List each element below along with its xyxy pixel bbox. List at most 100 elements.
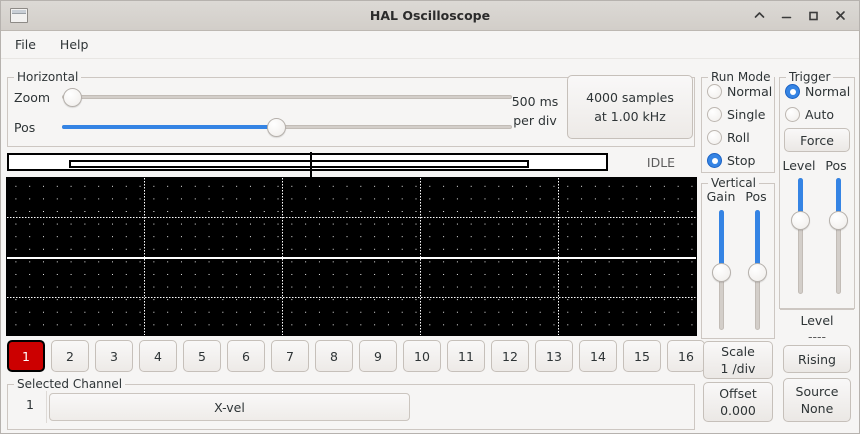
vertical-pos-fill: [754, 210, 760, 272]
window-title: HAL Oscilloscope: [369, 8, 491, 23]
vertical-pos-handle[interactable]: [747, 262, 767, 282]
radio-icon-selected: [785, 84, 800, 99]
trigger-force-button[interactable]: Force: [784, 128, 850, 152]
trigger-level-slider[interactable]: [790, 178, 810, 294]
channel-button-11[interactable]: 11: [447, 340, 485, 372]
sample-rate: at 1.00 kHz: [594, 109, 666, 124]
radio-icon-selected: [707, 153, 722, 168]
vertical-gain-slider[interactable]: [711, 210, 731, 330]
zoom-slider-track: [62, 95, 512, 99]
radio-icon: [707, 84, 722, 99]
zoom-slider-row: Zoom: [14, 87, 514, 107]
channel-button-4[interactable]: 4: [139, 340, 177, 372]
channel-button-5[interactable]: 5: [183, 340, 221, 372]
channel-button-6[interactable]: 6: [227, 340, 265, 372]
selected-channel-divider: [46, 391, 47, 423]
zoom-slider-handle[interactable]: [62, 87, 82, 107]
run-mode-legend: Run Mode: [708, 70, 774, 84]
radio-icon: [707, 130, 722, 145]
channel-button-15[interactable]: 15: [623, 340, 661, 372]
trigger-divider: [780, 309, 854, 310]
minimize-icon[interactable]: [779, 9, 793, 23]
horizontal-legend: Horizontal: [14, 70, 82, 84]
zoom-slider[interactable]: [62, 87, 512, 107]
sample-rate-button[interactable]: 4000 samples at 1.00 kHz: [567, 75, 693, 139]
vertical-offset-button[interactable]: Offset 0.000: [703, 382, 773, 422]
trigger-pos-handle[interactable]: [828, 210, 848, 230]
run-mode-stop-label: Stop: [727, 153, 756, 168]
trigger-level-fill: [797, 178, 803, 220]
maximize-icon[interactable]: [806, 9, 820, 23]
vertical-pos-label: Pos: [745, 189, 767, 204]
vertical-offset-value: 0.000: [720, 403, 756, 418]
channel-button-3[interactable]: 3: [95, 340, 133, 372]
timebase-value: 500 ms: [511, 94, 559, 109]
window-controls: [752, 9, 859, 23]
channel-button-7[interactable]: 7: [271, 340, 309, 372]
run-mode-stop[interactable]: Stop: [707, 153, 755, 168]
shade-icon[interactable]: [752, 9, 766, 23]
scope-grid-vline: [282, 178, 283, 335]
signal-source-button[interactable]: X-vel: [49, 393, 410, 421]
selected-channel-panel: Selected Channel 1 X-vel: [7, 377, 695, 430]
channel-button-10[interactable]: 10: [403, 340, 441, 372]
channel-button-14[interactable]: 14: [579, 340, 617, 372]
run-mode-normal-label: Normal: [727, 84, 773, 99]
trigger-level-handle[interactable]: [790, 210, 810, 230]
scope-grid-vline: [144, 178, 145, 335]
trigger-edge-button[interactable]: Rising: [783, 345, 851, 373]
horizontal-position-bar-area: IDLE: [7, 151, 695, 180]
menu-file[interactable]: File: [15, 37, 36, 52]
trigger-mode-normal-label: Normal: [805, 84, 851, 99]
horizontal-panel: Horizontal Zoom Pos 500 ms per div: [7, 70, 695, 147]
pos-slider-fill: [62, 125, 276, 129]
pos-slider-handle[interactable]: [266, 117, 286, 137]
channel-button-row: 1 2 3 4 5 6 7 8 9 10 11 12 13 14 15 16: [7, 340, 705, 374]
vertical-pos-slider[interactable]: [747, 210, 767, 330]
run-mode-roll-label: Roll: [727, 130, 750, 145]
channel-button-1[interactable]: 1: [7, 340, 45, 372]
pos-slider[interactable]: [62, 117, 512, 137]
position-bar[interactable]: [7, 152, 608, 180]
position-bar-thumb[interactable]: [69, 160, 529, 168]
channel-button-2[interactable]: 2: [51, 340, 89, 372]
radio-icon: [785, 107, 800, 122]
trigger-level-slider-label: Level: [782, 158, 816, 173]
close-icon[interactable]: [833, 9, 847, 23]
selected-channel-number: 1: [26, 397, 34, 412]
vertical-scale-button[interactable]: Scale 1 /div: [703, 341, 773, 379]
trigger-level-readout-label: Level: [800, 313, 834, 328]
run-mode-single[interactable]: Single: [707, 107, 765, 122]
trigger-panel: Trigger Normal Auto Force Level Pos: [779, 70, 855, 309]
run-mode-normal[interactable]: Normal: [707, 84, 772, 99]
sample-count: 4000 samples: [586, 90, 674, 105]
run-mode-panel: Run Mode Normal Single Roll Stop: [701, 70, 775, 173]
channel-button-8[interactable]: 8: [315, 340, 353, 372]
pos-slider-row: Pos: [14, 117, 514, 137]
scope-grid-vline: [558, 178, 559, 335]
vertical-legend: Vertical: [708, 176, 759, 190]
vertical-gain-fill: [718, 210, 724, 272]
trigger-mode-auto-label: Auto: [805, 107, 835, 122]
window-icon: [10, 8, 28, 23]
run-mode-roll[interactable]: Roll: [707, 130, 750, 145]
scope-grid-hline: [7, 297, 696, 298]
scope-display[interactable]: [6, 177, 697, 336]
vertical-scale-title: Scale: [721, 344, 755, 359]
trigger-source-button[interactable]: Source None: [783, 378, 851, 422]
channel-button-12[interactable]: 12: [491, 340, 529, 372]
trigger-pos-slider[interactable]: [828, 178, 848, 294]
channel-button-9[interactable]: 9: [359, 340, 397, 372]
title-bar: HAL Oscilloscope: [1, 1, 859, 31]
trigger-mode-normal[interactable]: Normal: [785, 84, 850, 99]
scope-grid-hline: [7, 217, 696, 218]
menu-help[interactable]: Help: [59, 37, 89, 52]
vertical-panel: Vertical Gain Pos: [701, 176, 775, 339]
trigger-legend: Trigger: [786, 70, 834, 84]
channel-button-13[interactable]: 13: [535, 340, 573, 372]
channel-button-16[interactable]: 16: [667, 340, 705, 372]
trigger-mode-auto[interactable]: Auto: [785, 107, 834, 122]
vertical-gain-handle[interactable]: [711, 262, 731, 282]
vertical-gain-label: Gain: [706, 189, 736, 204]
